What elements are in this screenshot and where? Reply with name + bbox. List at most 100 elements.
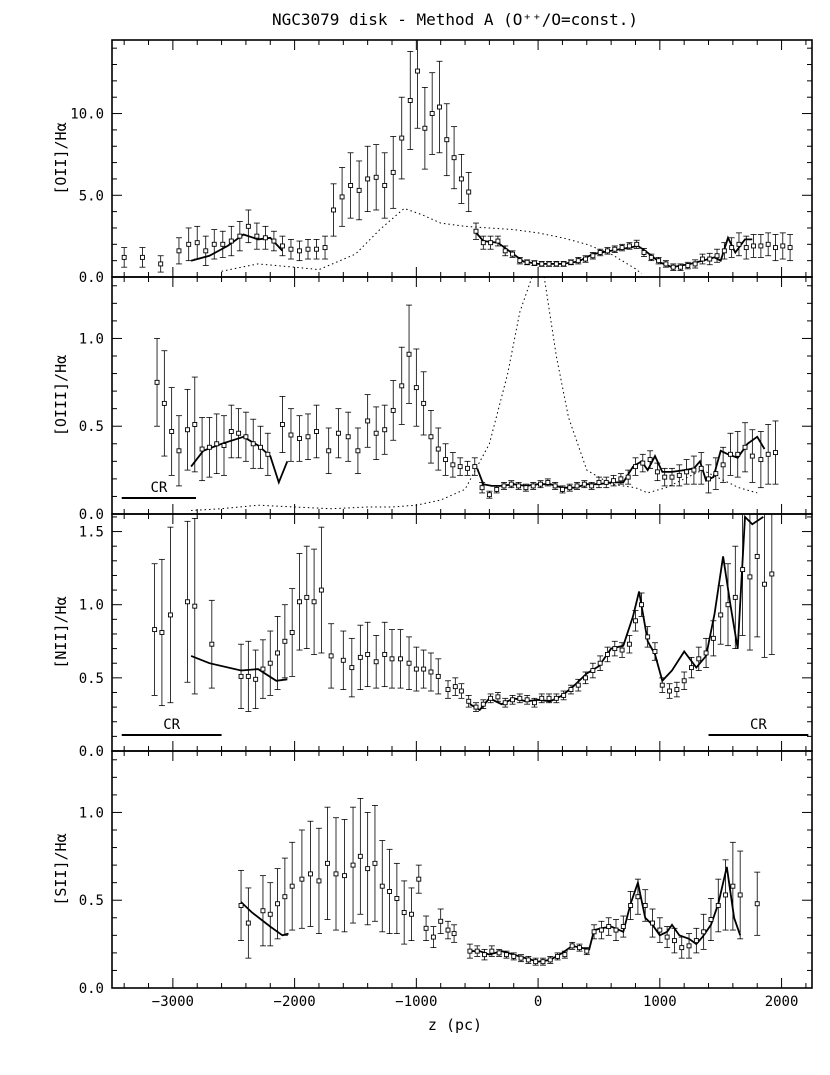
data-marker	[406, 351, 412, 357]
data-point	[157, 255, 164, 273]
data-marker	[773, 450, 778, 456]
data-marker	[501, 483, 507, 489]
data-point	[393, 862, 400, 934]
data-point	[413, 348, 420, 427]
data-marker	[508, 481, 514, 487]
data-marker	[710, 635, 716, 641]
data-marker	[735, 451, 741, 457]
data-marker	[494, 486, 500, 492]
data-point	[194, 225, 201, 260]
data-point	[296, 240, 303, 262]
data-marker	[561, 261, 567, 267]
data-marker	[479, 485, 485, 491]
data-marker	[524, 697, 530, 703]
data-marker	[176, 448, 182, 454]
data-point	[553, 261, 560, 267]
data-point	[373, 144, 380, 211]
data-point	[415, 864, 422, 894]
data-point	[191, 376, 198, 473]
data-marker	[727, 451, 733, 457]
panel-data	[121, 40, 794, 275]
x-tick-label: 1000	[643, 994, 677, 1010]
data-point	[313, 239, 320, 260]
data-marker	[650, 920, 655, 926]
data-marker	[628, 903, 634, 908]
data-point	[509, 695, 516, 705]
data-point	[264, 432, 271, 476]
data-point	[516, 693, 523, 704]
data-point	[471, 457, 478, 476]
x-tick-label: 2000	[765, 994, 799, 1010]
data-point	[421, 87, 428, 170]
data-marker	[307, 871, 313, 877]
data-point	[279, 395, 286, 453]
data-point	[381, 621, 388, 688]
y-axis-label: [OII]/Hα	[52, 122, 70, 194]
data-marker	[245, 223, 251, 229]
data-point	[494, 692, 501, 702]
data-marker	[758, 243, 764, 249]
data-marker	[575, 258, 581, 264]
data-point	[259, 639, 266, 699]
data-point	[420, 649, 427, 689]
data-marker	[473, 228, 479, 234]
panel-4: 0.0 0.5 1.0 [SII]/Hα −3000 −2000 −1000 0 1000 200…	[52, 750, 813, 1010]
data-marker	[698, 465, 704, 471]
data-marker	[488, 240, 494, 246]
data-point	[651, 642, 658, 661]
data-point	[735, 232, 742, 257]
data-marker	[742, 444, 748, 450]
data-point	[566, 483, 573, 492]
data-point	[707, 898, 714, 941]
data-point	[307, 820, 314, 927]
data-point	[328, 623, 335, 689]
solid-model-line	[469, 866, 742, 963]
data-point	[451, 924, 458, 943]
data-point	[605, 917, 612, 936]
data-point	[734, 431, 741, 478]
data-point	[364, 145, 371, 213]
data-marker	[282, 894, 288, 900]
data-point	[313, 404, 320, 459]
data-point	[649, 908, 656, 938]
data-point	[656, 917, 663, 943]
data-marker	[331, 207, 337, 213]
data-point	[742, 422, 749, 473]
data-point	[235, 408, 242, 459]
solid-model-line	[190, 655, 288, 682]
data-point	[617, 473, 624, 485]
data-marker	[373, 430, 379, 436]
data-point	[610, 474, 617, 487]
data-point	[627, 891, 634, 920]
data-marker	[568, 687, 574, 693]
data-marker	[349, 665, 355, 671]
data-marker	[355, 448, 361, 454]
data-marker	[670, 264, 676, 270]
data-point	[567, 684, 574, 695]
data-point	[436, 60, 443, 154]
data-point	[437, 908, 444, 934]
y-tick-label: 0.5	[79, 893, 104, 909]
data-point	[238, 869, 245, 941]
data-point	[486, 490, 493, 499]
data-point	[510, 952, 517, 961]
data-point	[746, 514, 753, 651]
data-marker	[553, 695, 559, 701]
data-marker	[121, 254, 127, 260]
data-point	[407, 51, 414, 150]
data-marker	[265, 451, 271, 457]
data-marker	[428, 434, 434, 440]
data-marker	[372, 860, 378, 866]
data-marker	[780, 243, 786, 249]
data-point	[167, 526, 174, 704]
data-point	[597, 248, 604, 257]
data-point	[184, 520, 191, 683]
data-marker	[684, 469, 690, 475]
data-point	[705, 464, 712, 494]
data-marker	[495, 238, 501, 244]
data-marker	[648, 254, 654, 260]
data-marker	[357, 853, 363, 859]
data-marker	[452, 684, 458, 690]
data-point	[531, 260, 538, 266]
data-point	[559, 485, 566, 494]
